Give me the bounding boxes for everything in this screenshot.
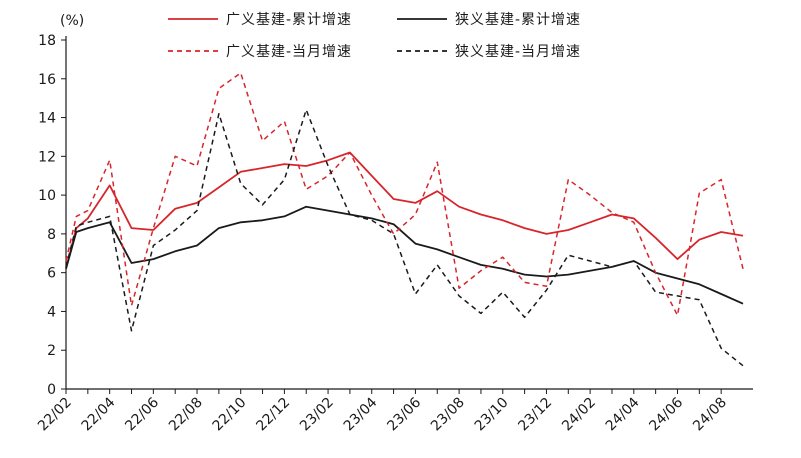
x-tick-label: 23/06 <box>384 394 424 434</box>
axes: 0 2 4 6 8 10 12 14 16 18 22/02 22/04 22/06 22/08 22/10… <box>35 33 753 434</box>
x-tick-label: 22/02 <box>35 395 75 435</box>
x-tick-label: 23/10 <box>472 395 512 435</box>
x-tick-label: 22/04 <box>79 394 119 434</box>
x-tick-label: 22/10 <box>210 395 250 435</box>
legend-label-1: 广义基建-累计增速 <box>226 11 352 28</box>
y-unit-label: (%) <box>60 13 84 29</box>
legend-label-2: 狭义基建-累计增速 <box>455 11 581 28</box>
y-tick-label: 6 <box>47 266 56 282</box>
x-tick-label: 23/08 <box>428 395 468 435</box>
x-tick-label: 23/02 <box>297 395 337 435</box>
x-tick-label: 22/08 <box>166 395 206 435</box>
legend-label-4: 狭义基建-当月增速 <box>455 43 581 60</box>
y-tick-label: 0 <box>47 382 56 398</box>
series-line-1 <box>65 151 744 270</box>
x-tick-label: 23/04 <box>341 394 381 434</box>
x-tick-label: 24/02 <box>559 395 599 435</box>
y-tick-label: 8 <box>47 227 56 243</box>
series-line-2 <box>65 205 744 305</box>
y-tick-label: 16 <box>38 72 56 88</box>
series-line-3 <box>65 72 744 317</box>
series-line-4 <box>65 109 744 367</box>
y-tick-label: 18 <box>38 33 56 49</box>
y-tick-label: 2 <box>47 343 56 359</box>
legend-label-3: 广义基建-当月增速 <box>226 43 352 60</box>
series-layer <box>65 72 744 367</box>
x-tick-label: 24/08 <box>690 395 730 435</box>
x-tick-label: 22/06 <box>122 394 162 434</box>
y-tick-label: 4 <box>47 304 56 320</box>
x-tick-label: 23/12 <box>515 395 555 435</box>
x-tick-label: 22/12 <box>253 395 293 435</box>
y-tick-label: 12 <box>38 149 56 165</box>
x-tick-label: 24/06 <box>646 394 686 434</box>
y-tick-label: 14 <box>38 111 56 127</box>
y-tick-label: 10 <box>38 188 56 204</box>
x-tick-label: 24/04 <box>603 394 643 434</box>
